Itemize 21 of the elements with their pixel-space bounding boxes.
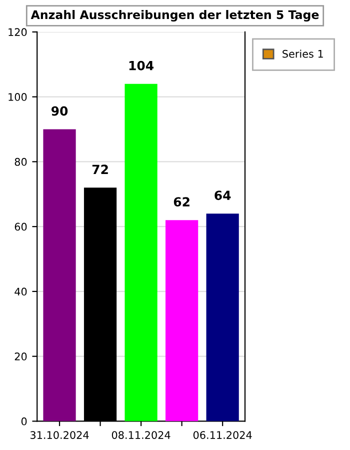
bar [166,220,198,422]
y-tick-label: 0 [21,417,27,426]
x-tick-label: 31.10.2024 [30,431,89,439]
y-tick-label: 20 [14,352,27,360]
data-label: 72 [92,164,108,174]
data-label: 62 [174,197,190,207]
data-label: 104 [129,60,154,70]
chart-title: Anzahl Ausschreibungen der letzten 5 Tage [30,10,319,22]
bar [43,129,76,422]
y-tick-label: 80 [14,158,27,166]
data-label: 64 [214,190,231,200]
y-tick-label: 40 [14,288,27,296]
text: Series 1 [282,50,323,58]
bar [206,214,239,422]
y-tick-label: 60 [14,222,27,231]
x-tick-label: 06.11.2024 [193,431,252,439]
data-label: 90 [51,106,68,116]
y-tick-label: 100 [8,93,27,101]
bar [124,84,158,422]
y-tick-label: 120 [8,28,27,36]
x-tick-label: 08.11.2024 [112,431,170,439]
